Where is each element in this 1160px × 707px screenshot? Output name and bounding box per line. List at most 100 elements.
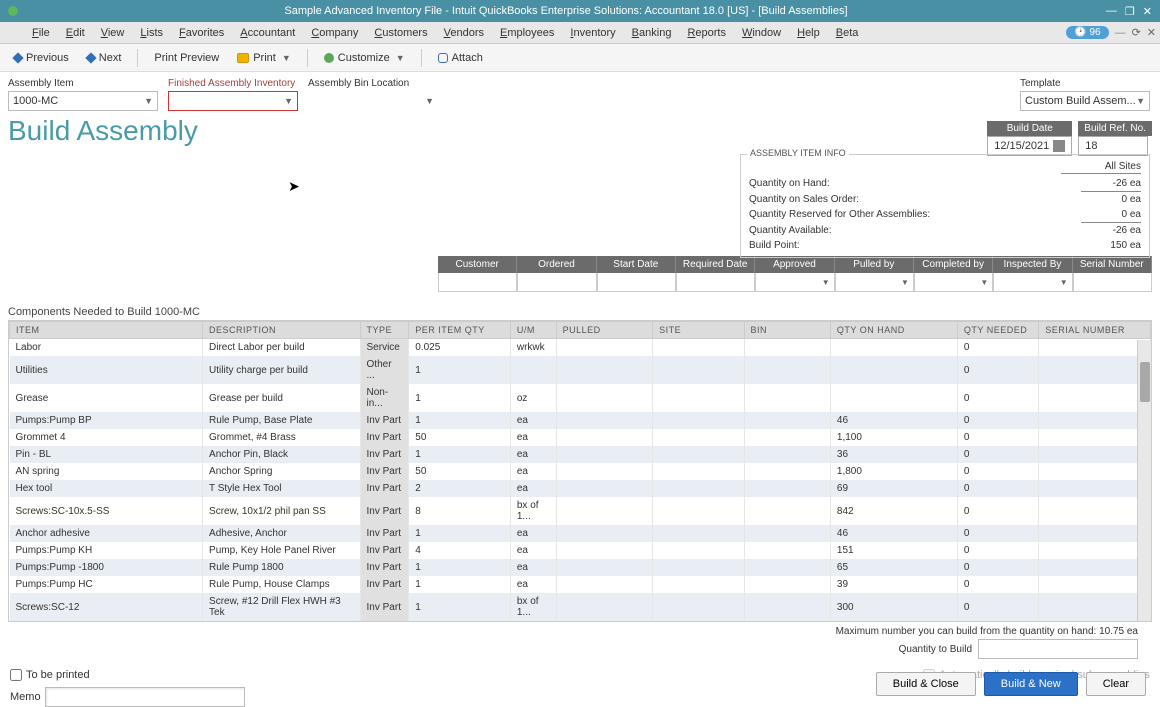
table-row[interactable]: Screws:SC-10x.5-SSScrew, 10x1/2 phil pan…	[10, 497, 1151, 525]
table-row[interactable]: LaborDirect Labor per buildService0.025w…	[10, 339, 1151, 357]
menu-lists[interactable]: Lists	[132, 27, 171, 39]
scrollbar-thumb[interactable]	[1140, 362, 1150, 402]
menu-file[interactable]: File	[24, 27, 58, 39]
table-row[interactable]: Pumps:Pump BPRule Pump, Base PlateInv Pa…	[10, 412, 1151, 429]
cell-site	[653, 412, 744, 429]
memo-input[interactable]	[45, 687, 245, 707]
menu-inventory[interactable]: Inventory	[562, 27, 623, 39]
cell-item: Pin - BL	[10, 446, 203, 463]
cell-type: Other ...	[360, 356, 409, 384]
order-cell[interactable]: ▼	[914, 273, 993, 292]
cell-per: 1	[409, 525, 511, 542]
table-row[interactable]: Screws:SC-12Screw, #12 Drill Flex HWH #3…	[10, 593, 1151, 621]
bin-location-combo[interactable]: ▼	[308, 91, 438, 111]
maximize-icon[interactable]: ❐	[1125, 5, 1135, 18]
next-button[interactable]: Next	[81, 50, 128, 66]
cell-pulled	[556, 463, 653, 480]
menu-company[interactable]: Company	[303, 27, 366, 39]
assembly-item-combo[interactable]: 1000-MC▼	[8, 91, 158, 111]
col-header[interactable]: BIN	[744, 322, 830, 339]
order-cell[interactable]	[597, 273, 676, 292]
cell-needed: 0	[957, 542, 1038, 559]
build-date-input[interactable]: 12/15/2021	[987, 136, 1072, 156]
order-cell[interactable]: ▼	[835, 273, 914, 292]
table-row[interactable]: Pumps:Pump -1800Rule Pump 1800Inv Part1e…	[10, 559, 1151, 576]
print-preview-button[interactable]: Print Preview	[148, 50, 225, 66]
close-icon[interactable]: ✕	[1143, 5, 1152, 18]
order-cell[interactable]: ▼	[755, 273, 834, 292]
cell-pulled	[556, 446, 653, 463]
app-icon	[8, 6, 18, 16]
build-new-button[interactable]: Build & New	[984, 672, 1078, 696]
attach-button[interactable]: Attach	[432, 50, 489, 66]
order-cell[interactable]	[438, 273, 517, 292]
refresh-icon[interactable]: ⟳	[1132, 26, 1141, 39]
col-header[interactable]: QTY ON HAND	[830, 322, 957, 339]
all-sites-header: All Sites	[1061, 161, 1141, 174]
close-tab-icon[interactable]: ✕	[1147, 26, 1156, 39]
table-row[interactable]: Anchor adhesiveAdhesive, AnchorInv Part1…	[10, 525, 1151, 542]
previous-button[interactable]: Previous	[8, 50, 75, 66]
menu-beta[interactable]: Beta	[828, 27, 867, 39]
order-cell[interactable]	[676, 273, 755, 292]
order-cell[interactable]: ▼	[993, 273, 1072, 292]
qty-to-build-input[interactable]	[978, 639, 1138, 659]
chevron-down-icon: ▼	[284, 96, 293, 106]
col-header[interactable]: QTY NEEDED	[957, 322, 1038, 339]
cell-sn	[1039, 463, 1151, 480]
minimize-icon[interactable]: —	[1106, 5, 1117, 18]
menu-view[interactable]: View	[93, 27, 133, 39]
cell-needed: 0	[957, 384, 1038, 412]
cell-item: Labor	[10, 339, 203, 357]
col-header[interactable]: DESCRIPTION	[203, 322, 360, 339]
customize-button[interactable]: Customize▼	[318, 50, 411, 66]
menu-favorites[interactable]: Favorites	[171, 27, 232, 39]
menu-edit[interactable]: Edit	[58, 27, 93, 39]
order-cell[interactable]	[517, 273, 596, 292]
cell-site	[653, 356, 744, 384]
print-button[interactable]: Print▼	[231, 50, 297, 66]
clear-button[interactable]: Clear	[1086, 672, 1146, 696]
menu-window[interactable]: Window	[734, 27, 789, 39]
to-be-printed-checkbox[interactable]: To be printed	[10, 669, 90, 681]
reminders-badge[interactable]: 🕑 96	[1066, 26, 1109, 39]
order-cell[interactable]	[1073, 273, 1152, 292]
table-row[interactable]: UtilitiesUtility charge per buildOther .…	[10, 356, 1151, 384]
col-header[interactable]: SERIAL NUMBER	[1039, 322, 1151, 339]
table-row[interactable]: Hex toolT Style Hex ToolInv Part2ea690	[10, 480, 1151, 497]
table-row[interactable]: Grommet 4Grommet, #4 BrassInv Part50ea1,…	[10, 429, 1151, 446]
menu-banking[interactable]: Banking	[624, 27, 680, 39]
scrollbar-track[interactable]	[1137, 340, 1151, 621]
table-row[interactable]: GreaseGrease per buildNon-in...1oz0	[10, 384, 1151, 412]
cell-item: Pumps:Pump KH	[10, 542, 203, 559]
menu-vendors[interactable]: Vendors	[436, 27, 492, 39]
build-close-button[interactable]: Build & Close	[876, 672, 976, 696]
template-combo[interactable]: Custom Build Assem...▼	[1020, 91, 1150, 111]
table-row[interactable]: Pumps:Pump HCRule Pump, House ClampsInv …	[10, 576, 1151, 593]
menubar: FileEditViewListsFavoritesAccountantComp…	[0, 22, 1160, 44]
menu-customers[interactable]: Customers	[366, 27, 435, 39]
menu-reports[interactable]: Reports	[679, 27, 734, 39]
cell-needed: 0	[957, 446, 1038, 463]
col-header[interactable]: ITEM	[10, 322, 203, 339]
table-row[interactable]: Pumps:Pump KHPump, Key Hole Panel RiverI…	[10, 542, 1151, 559]
table-row[interactable]: AN springAnchor SpringInv Part50ea1,8000	[10, 463, 1151, 480]
calendar-icon[interactable]	[1053, 140, 1065, 152]
app-menu-icon[interactable]	[4, 25, 20, 41]
bin-location-label: Assembly Bin Location	[308, 78, 438, 89]
menu-help[interactable]: Help	[789, 27, 828, 39]
cell-desc: Screw, #12 Drill Flex HWH #3 Tek	[203, 593, 360, 621]
table-row[interactable]: Pin - BLAnchor Pin, BlackInv Part1ea360	[10, 446, 1151, 463]
col-header[interactable]: U/M	[510, 322, 556, 339]
menu-accountant[interactable]: Accountant	[232, 27, 303, 39]
col-header[interactable]: SITE	[653, 322, 744, 339]
col-header[interactable]: PER ITEM QTY	[409, 322, 511, 339]
to-be-printed-box[interactable]	[10, 669, 22, 681]
finished-inventory-combo[interactable]: ▼	[168, 91, 298, 111]
col-header[interactable]: TYPE	[360, 322, 409, 339]
menu-employees[interactable]: Employees	[492, 27, 562, 39]
build-ref-input[interactable]: 18	[1078, 136, 1148, 156]
info-legend: ASSEMBLY ITEM INFO	[747, 148, 849, 158]
chevron-down-icon: ▼	[425, 96, 434, 106]
col-header[interactable]: PULLED	[556, 322, 653, 339]
